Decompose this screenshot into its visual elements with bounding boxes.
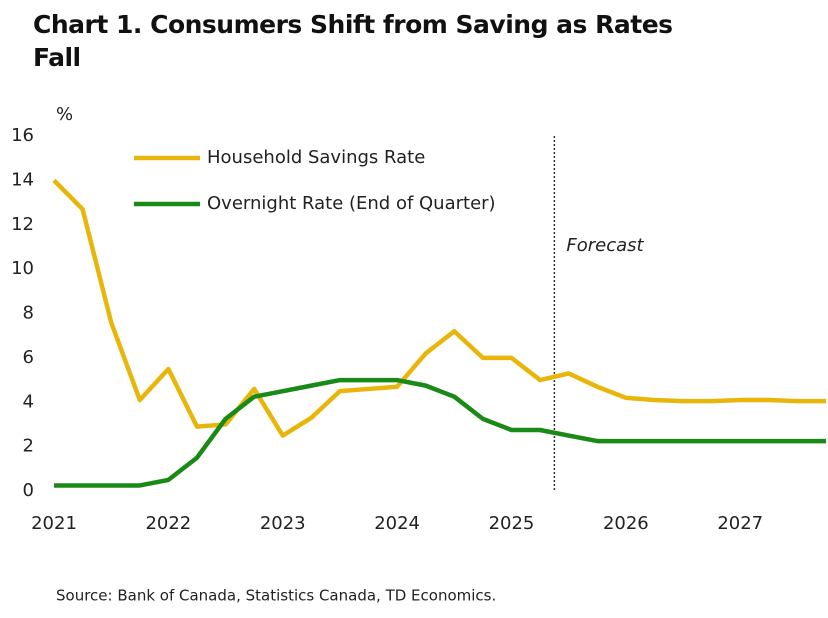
y-tick-label: 0 — [23, 480, 34, 501]
x-tick-label: 2023 — [260, 513, 306, 534]
y-tick-label: 10 — [11, 258, 34, 279]
legend-label: Household Savings Rate — [207, 147, 425, 168]
y-tick-label: 12 — [11, 214, 34, 235]
x-tick-label: 2025 — [489, 513, 535, 534]
x-tick-label: 2022 — [145, 513, 191, 534]
x-tick-label: 2024 — [374, 513, 420, 534]
series-line — [54, 377, 826, 488]
y-tick-label: 4 — [23, 391, 34, 412]
y-axis-label: % — [56, 104, 73, 125]
y-tick-label: 8 — [23, 303, 34, 324]
y-tick-label: 14 — [11, 169, 34, 190]
source: Source: Bank of Canada, Statistics Canad… — [56, 587, 496, 605]
chart-title: Chart 1. Consumers Shift from Saving as … — [33, 10, 673, 72]
y-tick-label: 16 — [11, 125, 34, 146]
forecast-label: Forecast — [566, 235, 644, 256]
x-tick-label: 2027 — [717, 513, 763, 534]
y-tick-label: 6 — [23, 347, 34, 368]
series-line — [52, 178, 826, 438]
x-tick-label: 2026 — [603, 513, 649, 534]
x-tick-label: 2021 — [31, 513, 77, 534]
y-tick-label: 2 — [23, 436, 34, 457]
legend-label: Overnight Rate (End of Quarter) — [207, 193, 496, 214]
